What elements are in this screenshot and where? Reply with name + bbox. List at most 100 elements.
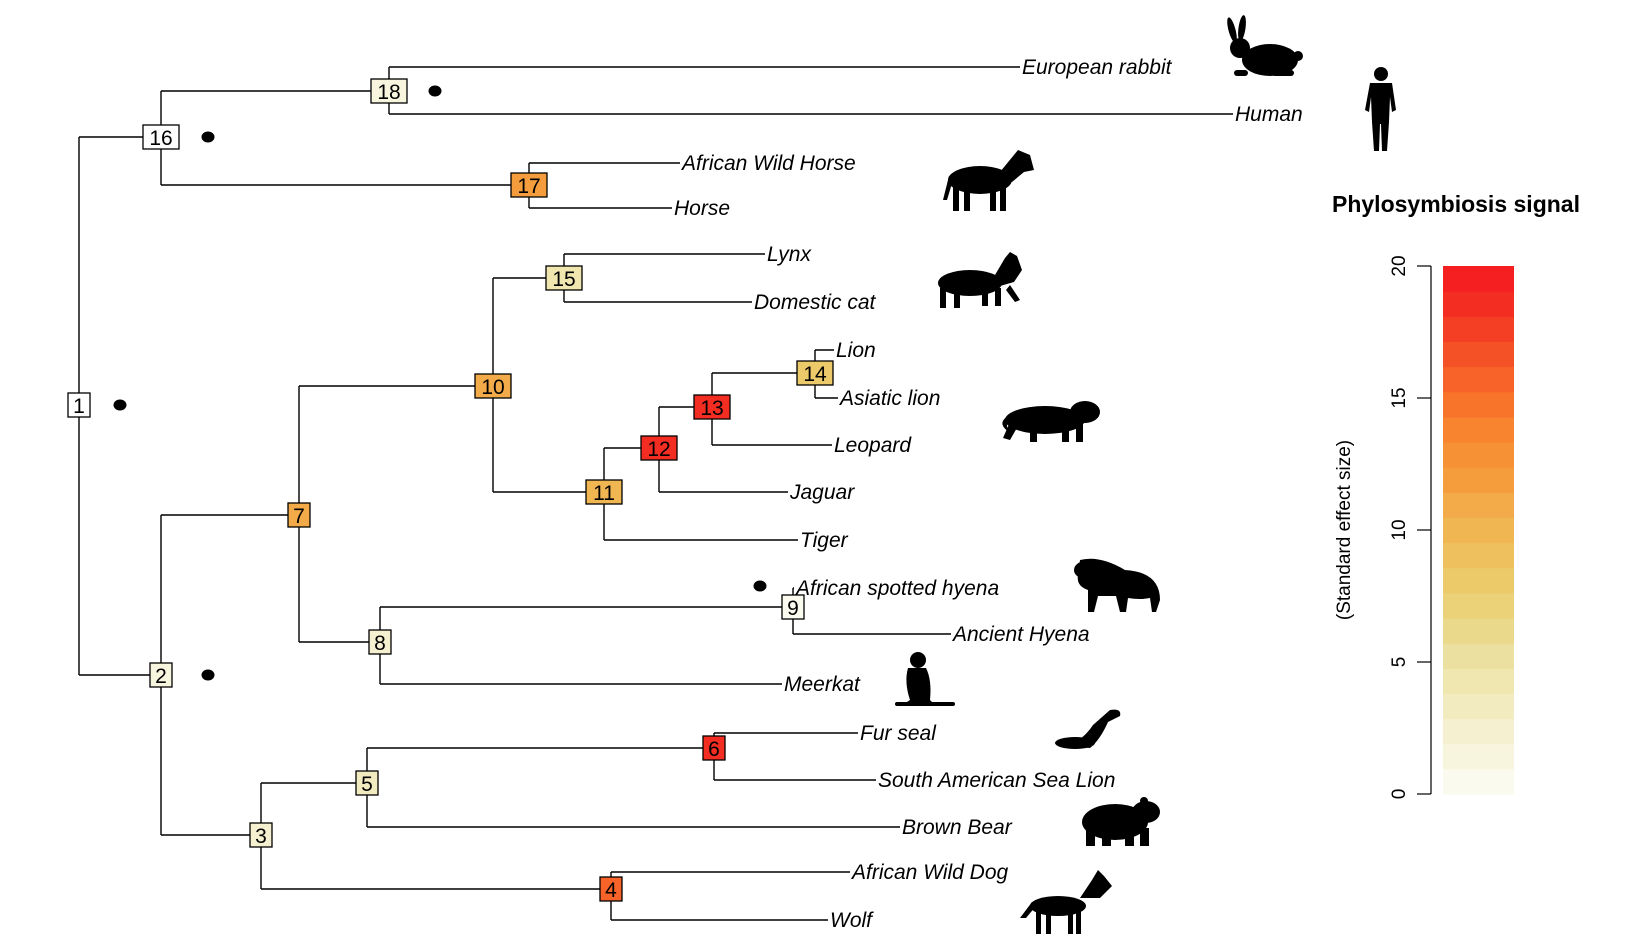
node-label: 1	[73, 395, 85, 418]
node-box	[796, 360, 834, 386]
node-box	[781, 594, 805, 620]
significance-dot	[201, 131, 215, 143]
node-13: 13	[693, 394, 731, 420]
color-legend: Phylosymbiosis signal (Standard effect s…	[1332, 191, 1580, 799]
node-18: 18	[370, 78, 408, 104]
tip-label-wolf: Wolf	[830, 909, 874, 932]
node-label: 14	[803, 363, 827, 386]
node-12: 12	[640, 435, 678, 461]
node-box	[355, 770, 379, 796]
legend-swatch	[1443, 643, 1514, 669]
node-1: 1	[67, 392, 91, 418]
node-11: 11	[585, 479, 623, 505]
node-label: 15	[552, 268, 575, 291]
node-2: 2	[149, 662, 173, 688]
tip-label-asiatic-lion: Asiatic lion	[838, 387, 940, 410]
tree-branches	[78, 66, 1233, 921]
tip-label-ancient-hyena: Ancient Hyena	[951, 623, 1090, 646]
node-15: 15	[545, 265, 583, 291]
legend-swatch	[1443, 567, 1514, 594]
rabbit-silhouette-icon	[1227, 15, 1303, 76]
tip-label-lion: Lion	[836, 339, 876, 362]
node-4: 4	[599, 876, 623, 902]
legend-axis-label: (Standard effect size)	[1334, 440, 1355, 620]
tip-label-african-spotted-hyena: African spotted hyena	[794, 577, 999, 600]
node-8: 8	[368, 629, 392, 655]
significance-dot	[113, 399, 127, 411]
legend-swatch	[1443, 668, 1514, 695]
tip-label-meerkat: Meerkat	[784, 673, 861, 696]
tip-label-jaguar: Jaguar	[789, 481, 855, 504]
node-label: 5	[361, 773, 373, 796]
tip-label-human: Human	[1235, 103, 1303, 126]
animal-silhouettes	[895, 15, 1396, 934]
node-7: 7	[287, 502, 311, 528]
tip-labels: European rabbit Human African Wild Horse Ho…	[674, 56, 1303, 932]
legend-tick-label: 20	[1389, 255, 1410, 276]
tip-label-fur-seal: Fur seal	[860, 722, 937, 745]
node-box	[149, 662, 173, 688]
tip-label-leopard: Leopard	[834, 434, 912, 457]
node-label: 7	[293, 505, 305, 528]
node-5: 5	[355, 770, 379, 796]
tip-label-european-rabbit: European rabbit	[1022, 56, 1173, 79]
node-box	[693, 394, 731, 420]
node-box	[67, 392, 91, 418]
node-box	[545, 265, 583, 291]
node-label: 11	[593, 482, 615, 505]
legend-swatch	[1443, 366, 1514, 393]
node-label: 3	[255, 825, 267, 848]
hyena-silhouette-icon	[1074, 558, 1160, 612]
node-box	[510, 172, 548, 198]
node-6: 6	[702, 735, 726, 761]
legend-swatch	[1443, 316, 1514, 343]
node-label: 16	[149, 127, 172, 150]
node-box	[585, 479, 623, 505]
legend-swatch	[1443, 266, 1514, 292]
legend-swatch	[1443, 517, 1514, 544]
human-silhouette-icon	[1365, 67, 1396, 151]
wild-dog-silhouette-icon	[1020, 870, 1112, 934]
node-label: 9	[787, 597, 799, 620]
significance-dot	[201, 669, 215, 681]
node-label: 17	[517, 175, 540, 198]
node-16: 16	[142, 124, 180, 150]
legend-tick-label: 0	[1389, 789, 1410, 800]
zebra-silhouette-icon	[943, 150, 1034, 211]
legend-swatch	[1443, 693, 1514, 720]
sea-lion-silhouette-icon	[1055, 709, 1121, 749]
node-label: 12	[647, 438, 670, 461]
tip-label-tiger: Tiger	[800, 529, 849, 552]
significance-dots	[113, 85, 767, 681]
node-box	[370, 78, 408, 104]
legend-swatch	[1443, 718, 1514, 745]
tip-label-domestic-cat: Domestic cat	[754, 291, 877, 314]
significance-dot	[428, 85, 442, 97]
legend-tick-label: 15	[1389, 387, 1410, 408]
node-9: 9	[781, 594, 805, 620]
legend-swatch	[1443, 416, 1514, 443]
node-label: 10	[481, 376, 504, 399]
node-box	[474, 373, 512, 399]
legend-swatch	[1443, 592, 1514, 619]
node-10: 10	[474, 373, 512, 399]
legend-swatch	[1443, 542, 1514, 569]
legend-color-bar	[1443, 266, 1514, 795]
bear-silhouette-icon	[1082, 797, 1160, 846]
legend-swatch	[1443, 341, 1514, 368]
node-box	[599, 876, 623, 902]
node-label: 18	[377, 81, 400, 104]
legend-swatch	[1443, 391, 1514, 418]
legend-title: Phylosymbiosis signal	[1332, 191, 1580, 217]
meerkat-silhouette-icon	[895, 652, 955, 706]
legend-swatch	[1443, 467, 1514, 493]
legend-swatch	[1443, 492, 1514, 519]
tip-label-south-american-sea-lion: South American Sea Lion	[878, 769, 1115, 792]
node-label: 8	[374, 632, 386, 655]
node-box	[249, 822, 273, 848]
lynx-silhouette-icon	[938, 252, 1022, 308]
tip-label-african-wild-horse: African Wild Horse	[680, 152, 856, 175]
node-label: 6	[708, 738, 720, 761]
